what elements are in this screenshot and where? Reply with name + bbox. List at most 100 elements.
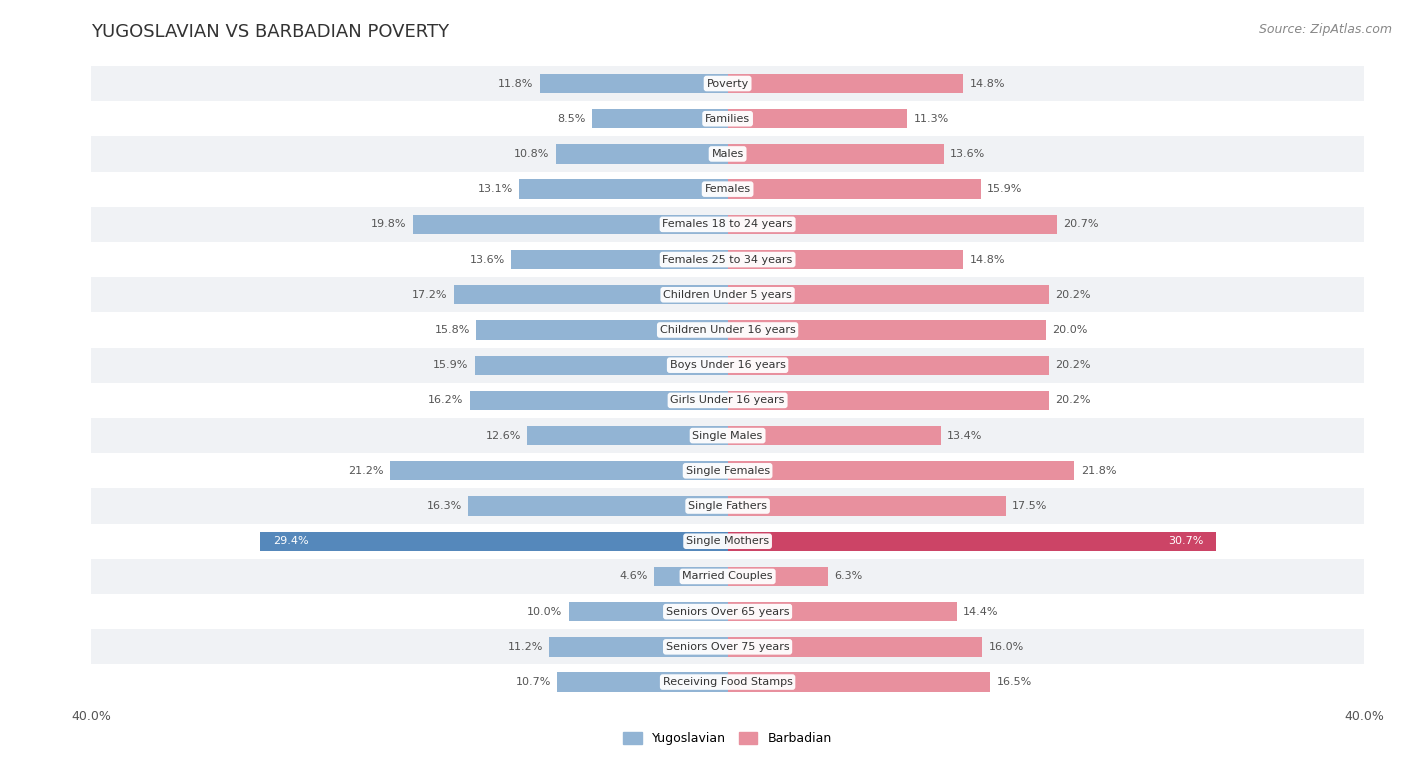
Text: Children Under 5 years: Children Under 5 years <box>664 290 792 299</box>
Bar <box>454 285 728 305</box>
Bar <box>728 109 907 128</box>
Bar <box>91 418 1364 453</box>
Text: 13.6%: 13.6% <box>950 149 986 159</box>
Bar <box>91 136 1364 171</box>
Bar <box>91 665 1364 700</box>
Text: Males: Males <box>711 149 744 159</box>
Text: 10.0%: 10.0% <box>527 606 562 617</box>
Bar <box>512 250 728 269</box>
Bar <box>91 242 1364 277</box>
Bar <box>728 180 980 199</box>
Text: Children Under 16 years: Children Under 16 years <box>659 325 796 335</box>
Text: 13.4%: 13.4% <box>948 431 983 440</box>
Text: Receiving Food Stamps: Receiving Food Stamps <box>662 677 793 687</box>
Text: 20.0%: 20.0% <box>1052 325 1087 335</box>
Text: YUGOSLAVIAN VS BARBADIAN POVERTY: YUGOSLAVIAN VS BARBADIAN POVERTY <box>91 23 450 41</box>
Text: 19.8%: 19.8% <box>371 219 406 230</box>
Bar <box>728 74 963 93</box>
Bar <box>91 453 1364 488</box>
Text: 21.8%: 21.8% <box>1081 466 1116 476</box>
Text: 15.9%: 15.9% <box>987 184 1022 194</box>
Bar <box>91 559 1364 594</box>
Bar <box>91 101 1364 136</box>
Text: 4.6%: 4.6% <box>620 572 648 581</box>
Bar <box>91 348 1364 383</box>
Bar <box>728 390 1049 410</box>
Text: Single Mothers: Single Mothers <box>686 536 769 547</box>
Bar <box>470 390 728 410</box>
Text: 8.5%: 8.5% <box>558 114 586 124</box>
Text: Source: ZipAtlas.com: Source: ZipAtlas.com <box>1258 23 1392 36</box>
Bar <box>728 496 1005 515</box>
Bar <box>477 321 728 340</box>
Text: 20.7%: 20.7% <box>1063 219 1098 230</box>
Text: Females 18 to 24 years: Females 18 to 24 years <box>662 219 793 230</box>
Text: Seniors Over 75 years: Seniors Over 75 years <box>666 642 789 652</box>
Text: Families: Families <box>704 114 751 124</box>
Text: Single Fathers: Single Fathers <box>688 501 768 511</box>
Bar <box>91 277 1364 312</box>
Text: 15.8%: 15.8% <box>434 325 470 335</box>
Text: 13.1%: 13.1% <box>478 184 513 194</box>
Bar <box>654 567 728 586</box>
Bar <box>468 496 728 515</box>
Text: 16.3%: 16.3% <box>427 501 463 511</box>
Text: 17.2%: 17.2% <box>412 290 447 299</box>
Text: 20.2%: 20.2% <box>1056 396 1091 406</box>
Bar <box>91 524 1364 559</box>
Text: 6.3%: 6.3% <box>834 572 862 581</box>
Bar <box>91 207 1364 242</box>
Text: 30.7%: 30.7% <box>1168 536 1204 547</box>
Text: 14.4%: 14.4% <box>963 606 998 617</box>
Text: Females: Females <box>704 184 751 194</box>
Bar <box>91 383 1364 418</box>
Text: 15.9%: 15.9% <box>433 360 468 370</box>
Bar <box>557 672 728 692</box>
Bar <box>91 171 1364 207</box>
Bar <box>475 356 728 375</box>
Bar <box>728 461 1074 481</box>
Text: 16.5%: 16.5% <box>997 677 1032 687</box>
Text: Single Females: Single Females <box>686 466 769 476</box>
Bar <box>728 285 1049 305</box>
Bar <box>91 488 1364 524</box>
Text: 16.0%: 16.0% <box>988 642 1024 652</box>
Bar <box>728 215 1057 234</box>
Bar <box>391 461 728 481</box>
Bar <box>555 144 728 164</box>
Bar <box>728 567 828 586</box>
Text: 13.6%: 13.6% <box>470 255 505 265</box>
Bar <box>728 426 941 445</box>
Bar <box>728 637 981 656</box>
Text: 11.3%: 11.3% <box>914 114 949 124</box>
Text: Single Males: Single Males <box>693 431 762 440</box>
Legend: Yugoslavian, Barbadian: Yugoslavian, Barbadian <box>619 727 837 750</box>
Text: 12.6%: 12.6% <box>485 431 520 440</box>
Bar <box>728 321 1046 340</box>
Bar <box>592 109 728 128</box>
Bar <box>527 426 728 445</box>
Bar <box>728 602 956 622</box>
Text: 10.8%: 10.8% <box>515 149 550 159</box>
Text: 11.8%: 11.8% <box>498 79 533 89</box>
Text: 20.2%: 20.2% <box>1056 360 1091 370</box>
Text: 29.4%: 29.4% <box>273 536 308 547</box>
Bar <box>728 144 943 164</box>
Text: Girls Under 16 years: Girls Under 16 years <box>671 396 785 406</box>
Bar <box>91 66 1364 101</box>
Text: 11.2%: 11.2% <box>508 642 543 652</box>
Text: 14.8%: 14.8% <box>969 79 1005 89</box>
Bar <box>260 531 728 551</box>
Text: 20.2%: 20.2% <box>1056 290 1091 299</box>
Text: 16.2%: 16.2% <box>429 396 464 406</box>
Bar <box>413 215 728 234</box>
Bar <box>91 312 1364 348</box>
Text: Poverty: Poverty <box>706 79 749 89</box>
Bar <box>519 180 728 199</box>
Bar <box>568 602 728 622</box>
Bar <box>91 594 1364 629</box>
Bar <box>728 531 1216 551</box>
Text: 21.2%: 21.2% <box>349 466 384 476</box>
Bar <box>91 629 1364 665</box>
Text: Married Couples: Married Couples <box>682 572 773 581</box>
